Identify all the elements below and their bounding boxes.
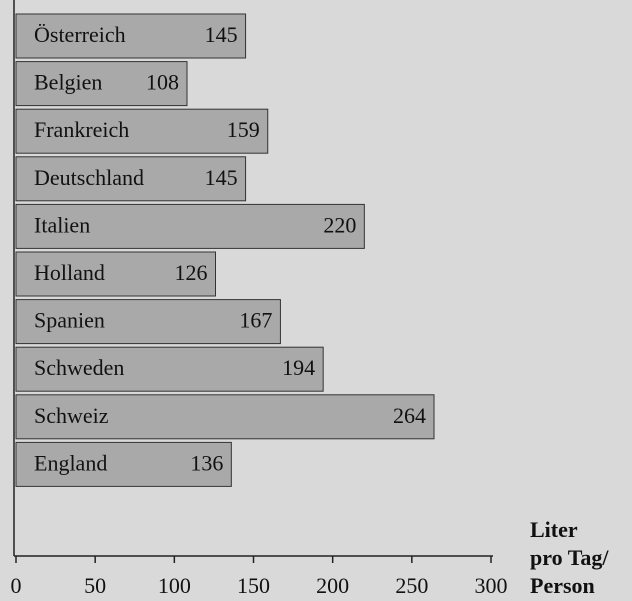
value-label: 220	[323, 212, 356, 237]
x-tick-label: 150	[237, 573, 270, 598]
category-label: Deutschland	[34, 165, 144, 190]
category-label: Schweden	[34, 355, 124, 380]
x-axis-label: pro Tag/	[530, 545, 609, 570]
bar	[15, 394, 435, 440]
value-label: 136	[190, 450, 223, 475]
x-tick-label: 250	[395, 573, 428, 598]
category-label: England	[34, 450, 107, 475]
category-label: Frankreich	[34, 117, 129, 142]
category-label: Schweiz	[34, 403, 109, 428]
x-tick-label: 300	[475, 573, 508, 598]
bar	[15, 203, 365, 249]
bar	[15, 108, 269, 154]
bar	[15, 299, 281, 345]
category-label: Holland	[34, 260, 105, 285]
value-label: 126	[175, 260, 208, 285]
x-tick-label: 50	[84, 573, 106, 598]
x-tick-label: 0	[11, 573, 22, 598]
bar	[15, 346, 324, 392]
bar	[15, 13, 247, 59]
category-label: Italien	[34, 212, 90, 237]
category-label: Belgien	[34, 70, 102, 95]
x-axis-label: Person	[530, 573, 595, 598]
value-label: 159	[227, 117, 260, 142]
bar	[15, 251, 216, 297]
x-axis-label: Liter	[530, 517, 578, 542]
value-label: 108	[146, 70, 179, 95]
value-label: 145	[205, 165, 238, 190]
x-tick-label: 200	[316, 573, 349, 598]
bar	[15, 61, 188, 107]
value-label: 167	[239, 308, 272, 333]
x-tick-label: 100	[158, 573, 191, 598]
category-label: Spanien	[34, 308, 105, 333]
bar	[15, 156, 247, 202]
bar	[15, 441, 232, 487]
value-label: 264	[393, 403, 426, 428]
value-label: 194	[282, 355, 315, 380]
value-label: 145	[205, 22, 238, 47]
category-label: Österreich	[34, 22, 126, 47]
